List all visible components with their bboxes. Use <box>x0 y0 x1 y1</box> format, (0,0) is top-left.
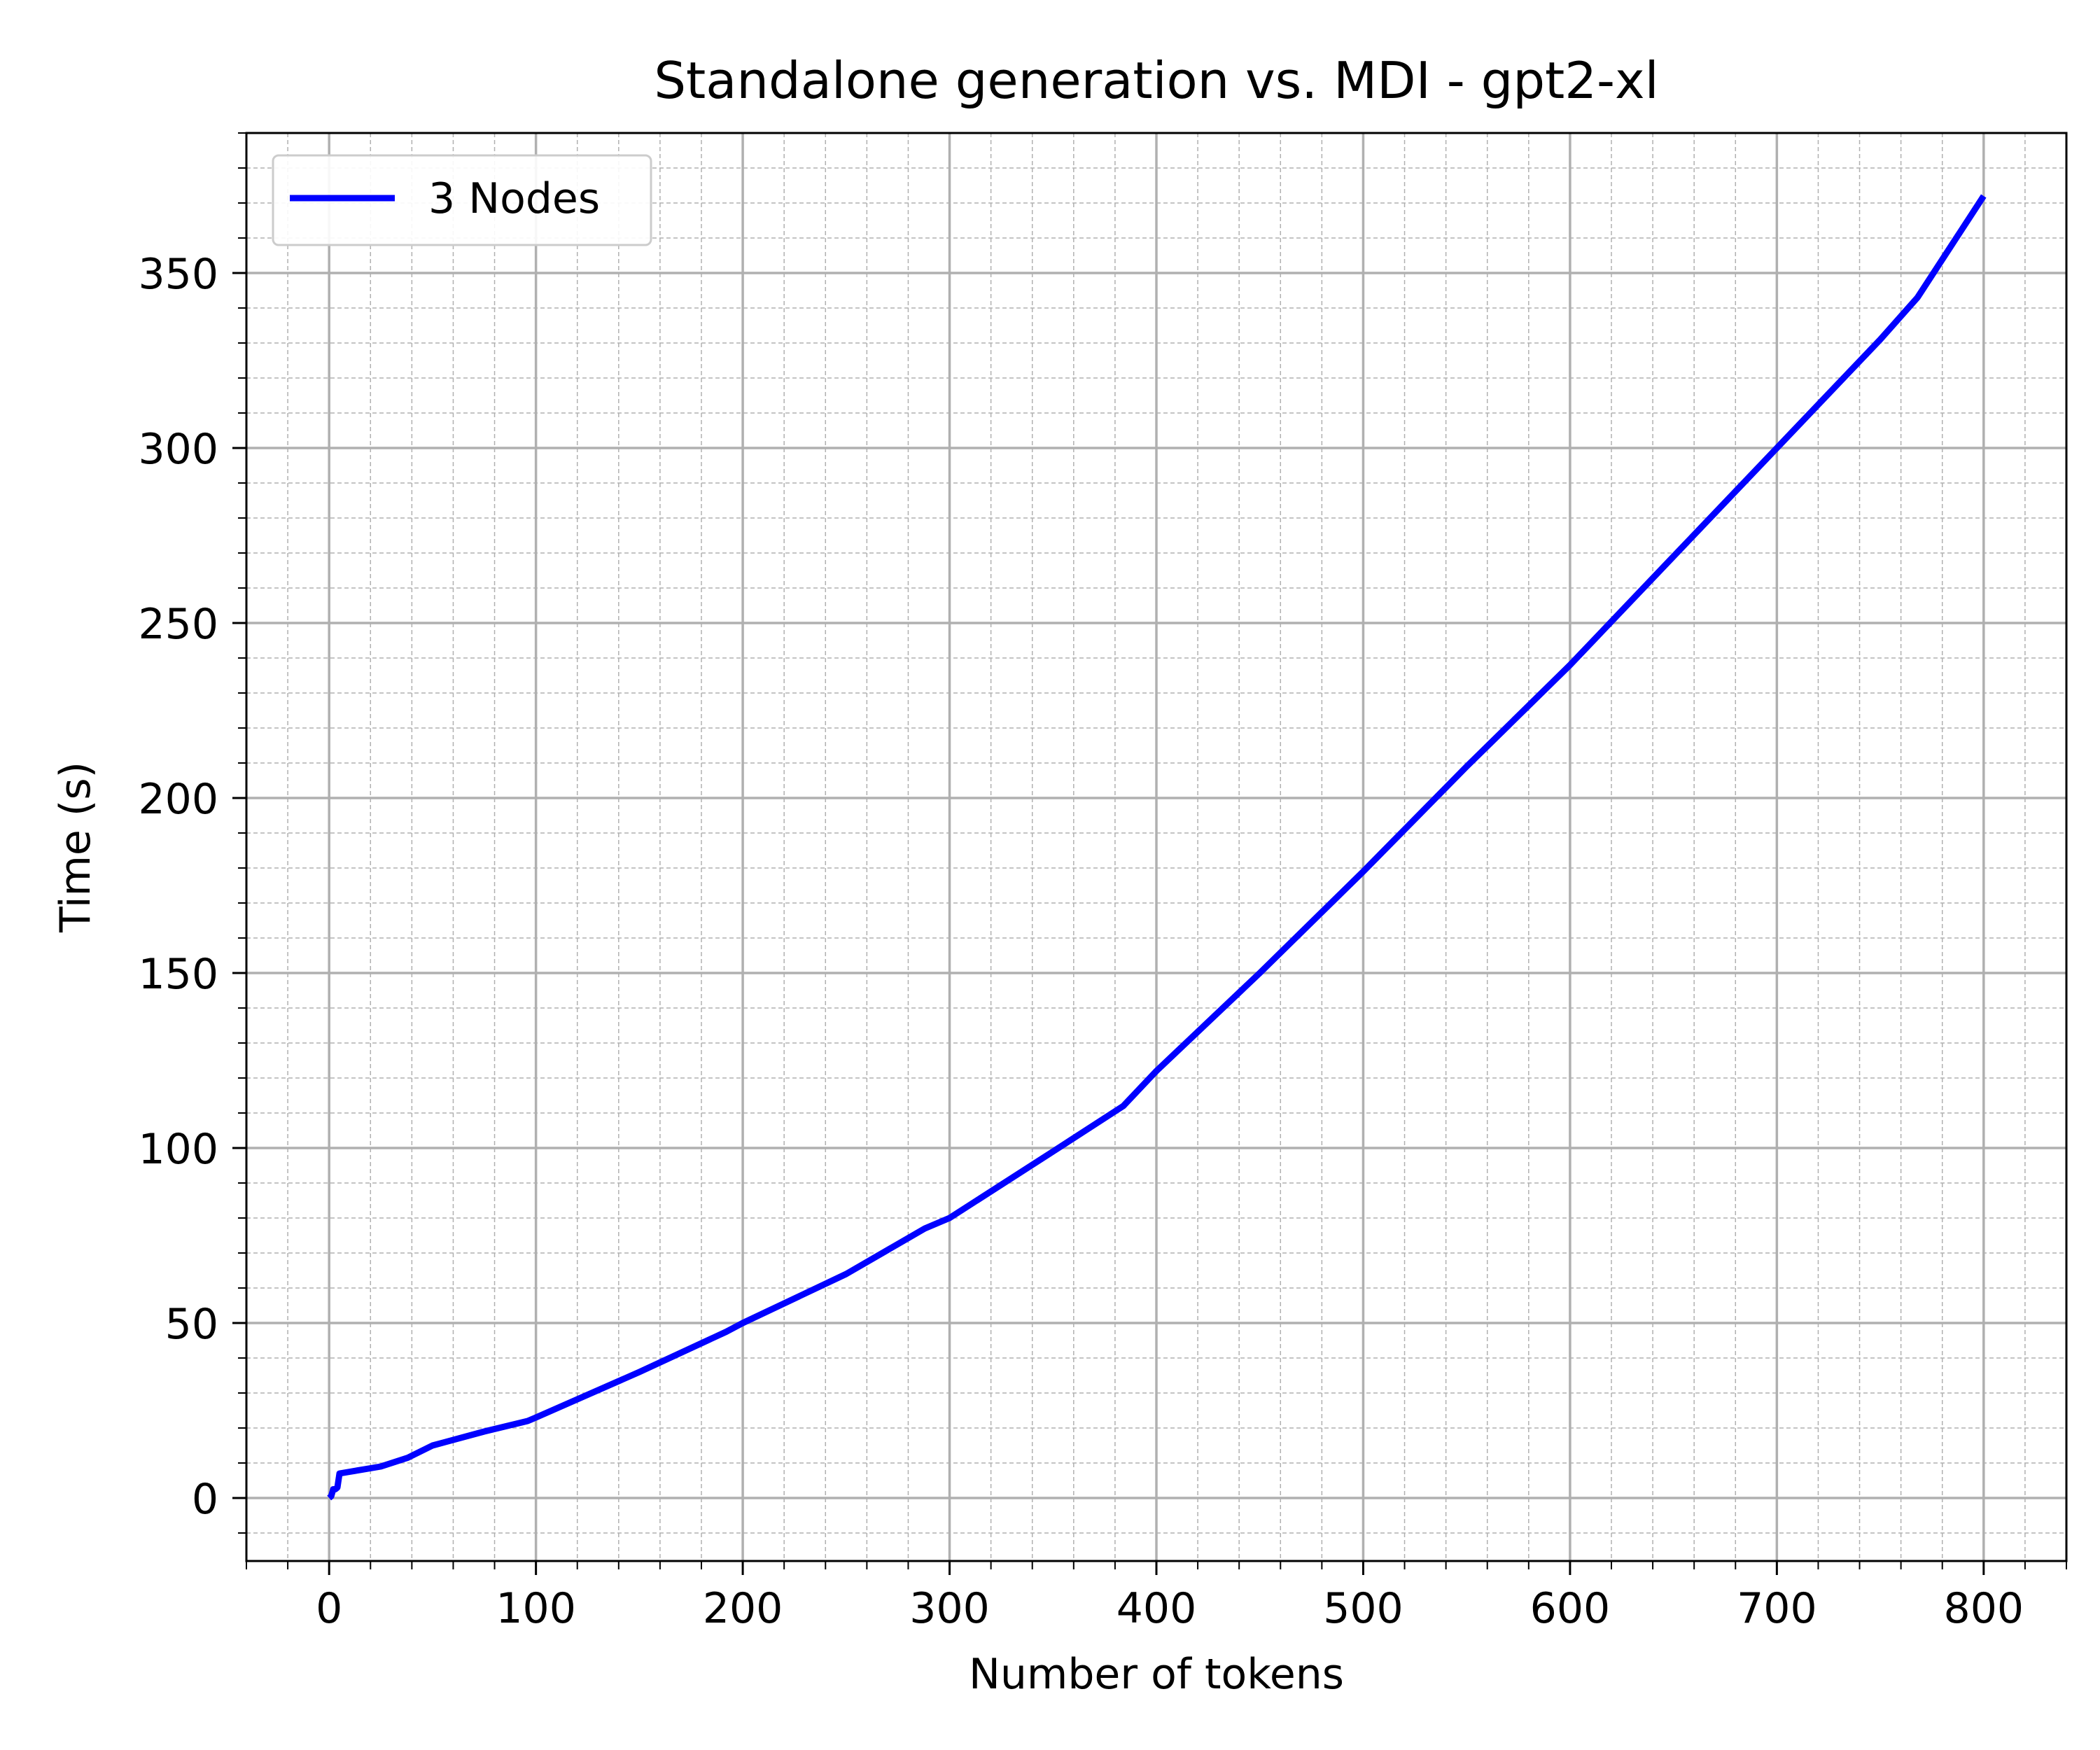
x-tick-label: 700 <box>1737 1584 1817 1633</box>
y-tick-label: 0 <box>192 1475 218 1524</box>
legend-label: 3 Nodes <box>428 174 600 223</box>
x-axis: 0 100 200 300 400 500 600 700 800 <box>246 1561 2067 1633</box>
y-tick-label: 350 <box>138 250 218 299</box>
y-tick-label: 50 <box>165 1300 218 1349</box>
x-tick-label: 300 <box>909 1584 990 1633</box>
major-grid <box>246 133 2066 1561</box>
y-tick-label: 150 <box>138 950 218 999</box>
x-tick-label: 200 <box>703 1584 783 1633</box>
y-tick-label: 300 <box>138 425 218 474</box>
x-axis-label: Number of tokens <box>969 1650 1344 1699</box>
x-tick-label: 500 <box>1323 1584 1404 1633</box>
y-axis-label: Time (s) <box>51 762 100 933</box>
y-tick-label: 250 <box>138 600 218 649</box>
x-tick-label: 600 <box>1530 1584 1611 1633</box>
x-tick-label: 100 <box>496 1584 576 1633</box>
y-tick-label: 100 <box>138 1125 218 1174</box>
legend-box <box>272 154 652 246</box>
y-axis: 0 50 100 150 200 250 300 350 <box>138 132 246 1534</box>
y-tick-label: 200 <box>138 775 218 824</box>
x-tick-label: 0 <box>316 1584 342 1633</box>
x-tick-label: 800 <box>1944 1584 2024 1633</box>
chart-title: Standalone generation vs. MDI - gpt2-xl <box>654 51 1658 110</box>
series-line-3-nodes <box>327 194 1987 1501</box>
x-tick-label: 400 <box>1116 1584 1197 1633</box>
legend: 3 Nodes <box>272 154 652 246</box>
series-layer <box>327 194 1987 1501</box>
